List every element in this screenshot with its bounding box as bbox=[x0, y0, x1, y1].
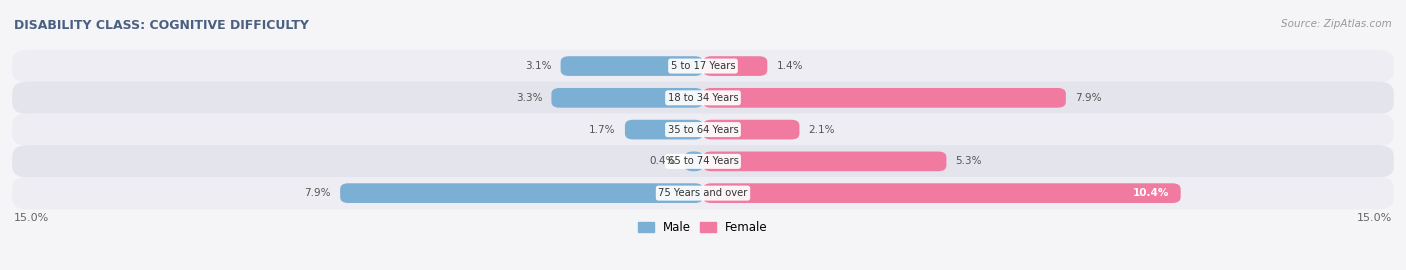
FancyBboxPatch shape bbox=[624, 120, 703, 139]
FancyBboxPatch shape bbox=[13, 145, 1393, 178]
Text: 1.4%: 1.4% bbox=[776, 61, 803, 71]
Text: 10.4%: 10.4% bbox=[1133, 188, 1170, 198]
Text: 3.3%: 3.3% bbox=[516, 93, 543, 103]
Text: 75 Years and over: 75 Years and over bbox=[658, 188, 748, 198]
Text: 2.1%: 2.1% bbox=[808, 124, 835, 135]
Text: 0.4%: 0.4% bbox=[650, 156, 675, 166]
Legend: Male, Female: Male, Female bbox=[638, 221, 768, 234]
Text: 18 to 34 Years: 18 to 34 Years bbox=[668, 93, 738, 103]
Text: 65 to 74 Years: 65 to 74 Years bbox=[668, 156, 738, 166]
FancyBboxPatch shape bbox=[703, 88, 1066, 108]
FancyBboxPatch shape bbox=[551, 88, 703, 108]
FancyBboxPatch shape bbox=[13, 50, 1393, 82]
Text: 5.3%: 5.3% bbox=[956, 156, 983, 166]
FancyBboxPatch shape bbox=[13, 82, 1393, 114]
Text: 5 to 17 Years: 5 to 17 Years bbox=[671, 61, 735, 71]
Text: 7.9%: 7.9% bbox=[1076, 93, 1101, 103]
Text: 35 to 64 Years: 35 to 64 Years bbox=[668, 124, 738, 135]
Text: 15.0%: 15.0% bbox=[1357, 213, 1392, 223]
FancyBboxPatch shape bbox=[703, 120, 800, 139]
FancyBboxPatch shape bbox=[703, 56, 768, 76]
FancyBboxPatch shape bbox=[13, 113, 1393, 146]
Text: 3.1%: 3.1% bbox=[524, 61, 551, 71]
Text: 15.0%: 15.0% bbox=[14, 213, 49, 223]
FancyBboxPatch shape bbox=[340, 183, 703, 203]
FancyBboxPatch shape bbox=[703, 183, 1181, 203]
FancyBboxPatch shape bbox=[13, 177, 1393, 209]
Text: 7.9%: 7.9% bbox=[305, 188, 330, 198]
FancyBboxPatch shape bbox=[703, 151, 946, 171]
Text: Source: ZipAtlas.com: Source: ZipAtlas.com bbox=[1281, 19, 1392, 29]
FancyBboxPatch shape bbox=[685, 151, 703, 171]
FancyBboxPatch shape bbox=[561, 56, 703, 76]
Text: 1.7%: 1.7% bbox=[589, 124, 616, 135]
Text: DISABILITY CLASS: COGNITIVE DIFFICULTY: DISABILITY CLASS: COGNITIVE DIFFICULTY bbox=[14, 19, 309, 32]
